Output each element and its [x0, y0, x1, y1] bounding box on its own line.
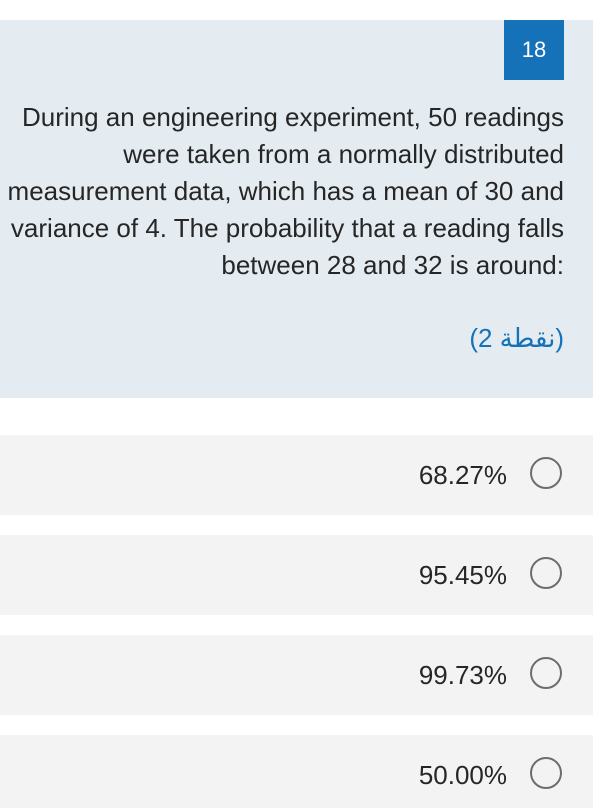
answer-option-label: 99.73%	[418, 660, 507, 690]
question-points: (2 نقطة)	[469, 323, 564, 353]
question-number-badge: 18	[504, 20, 564, 80]
question-card: 18 During an engineering experiment, 50 …	[0, 20, 593, 398]
answer-option-2[interactable]: 95.45%	[0, 535, 593, 615]
question-text: During an engineering experiment, 50 rea…	[7, 102, 564, 280]
radio-button[interactable]	[530, 757, 562, 789]
answer-option-4[interactable]: 50.00%	[0, 735, 593, 808]
answer-option-label: 95.45%	[418, 560, 507, 590]
radio-button[interactable]	[530, 557, 562, 589]
answer-option-1[interactable]: 68.27%	[0, 435, 593, 515]
answer-option-3[interactable]: 99.73%	[0, 635, 593, 715]
radio-button[interactable]	[530, 657, 562, 689]
answer-option-label: 50.00%	[418, 760, 507, 790]
answer-option-label: 68.27%	[418, 460, 507, 490]
radio-button[interactable]	[530, 457, 562, 489]
